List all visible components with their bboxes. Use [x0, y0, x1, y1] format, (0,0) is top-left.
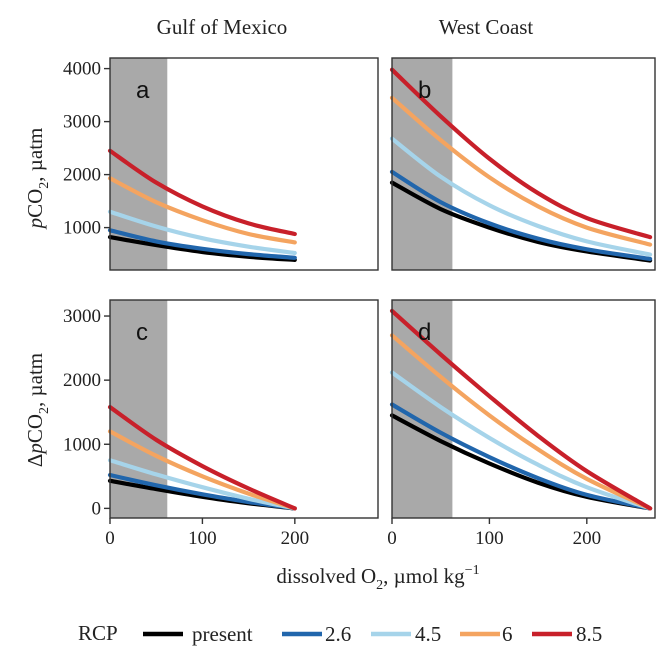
legend: RCP present 2.6 4.5 6 8.5	[78, 621, 602, 646]
panel-a: a 1000 2000 3000 4000	[63, 57, 379, 271]
y-tick-label: 4000	[63, 59, 101, 80]
series-line-2-6	[389, 169, 653, 261]
legend-label-6: 6	[502, 622, 513, 646]
series-line-4-5	[389, 136, 653, 257]
x-tick-label: 0	[105, 528, 115, 549]
panel-letter: d	[418, 319, 431, 346]
series-line-6	[107, 176, 297, 245]
x-tick-label: 100	[475, 528, 504, 549]
series-line-2-6	[107, 228, 297, 260]
panel-b: b	[389, 57, 656, 271]
x-tick-label: 200	[573, 528, 602, 549]
x-tick-label: 200	[281, 528, 310, 549]
y-tick-label: 2000	[63, 165, 101, 186]
panel-frame	[109, 57, 379, 271]
y-tick-label: 3000	[63, 112, 101, 133]
series-line-8-5	[389, 67, 653, 240]
series-line-8-5	[107, 148, 297, 237]
series-line-8-5	[107, 405, 297, 511]
panel-letter: c	[136, 319, 148, 346]
series-line-4-5	[107, 458, 297, 511]
x-tick-label: 0	[387, 528, 397, 549]
y-tick-label: 1000	[63, 434, 101, 455]
x-axis-title: dissolved O2, µmol kg−1	[276, 563, 479, 593]
legend-label-8-5: 8.5	[576, 622, 602, 646]
y-axis-title-bottom: ΔpCO2, µatm	[23, 353, 52, 467]
x-tick-label: 100	[188, 528, 217, 549]
panel-letter: a	[136, 77, 150, 104]
series-line-4-5	[107, 209, 297, 256]
series-line-8-5	[389, 308, 653, 511]
panel-d: d 0 100 200	[387, 299, 656, 549]
series-line-2-6	[389, 402, 653, 511]
legend-title: RCP	[78, 621, 118, 645]
panel-letter: b	[418, 77, 431, 104]
y-axis-title-top: pCO2, µatm	[23, 128, 52, 231]
column-title-left: Gulf of Mexico	[157, 15, 288, 39]
series-line-present	[107, 235, 297, 262]
series-line-6	[107, 429, 297, 511]
legend-label-4-5: 4.5	[415, 622, 441, 646]
y-tick-label: 3000	[63, 306, 101, 327]
y-tick-label: 2000	[63, 370, 101, 391]
y-tick-label: 1000	[63, 218, 101, 239]
series-line-6	[389, 333, 653, 511]
panel-frame	[109, 299, 379, 519]
column-title-right: West Coast	[439, 15, 534, 39]
panel-c: c 0 1000 2000 3000 0 100 200	[63, 299, 379, 549]
y-tick-label: 0	[92, 498, 102, 519]
panel-frame	[391, 57, 656, 271]
series-line-6	[389, 95, 653, 247]
legend-label-2-6: 2.6	[325, 622, 351, 646]
panel-frame	[391, 299, 656, 519]
legend-label-present: present	[192, 622, 253, 646]
series-line-4-5	[389, 370, 653, 511]
